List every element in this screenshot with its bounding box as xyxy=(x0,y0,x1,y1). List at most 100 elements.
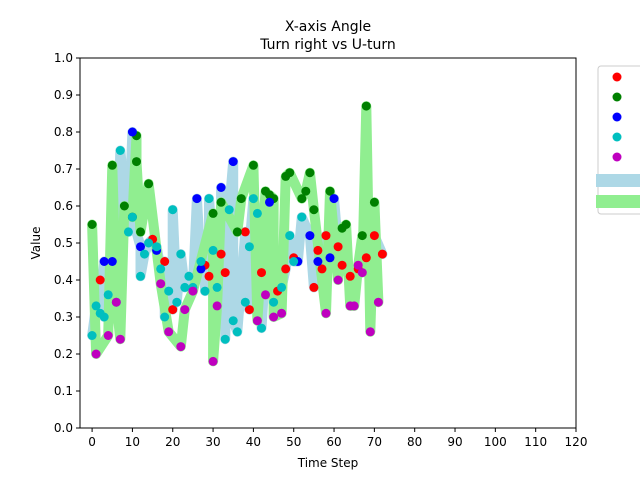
data-point xyxy=(297,212,307,222)
data-point xyxy=(261,290,270,300)
data-point xyxy=(369,197,379,207)
data-point xyxy=(228,157,238,167)
data-point xyxy=(236,194,246,204)
legend-items xyxy=(596,72,640,208)
data-point xyxy=(240,297,250,307)
legend-marker-1 xyxy=(612,92,622,102)
y-tick-label: 0.2 xyxy=(54,347,73,361)
x-tick-label: 70 xyxy=(367,435,382,449)
data-point xyxy=(357,268,367,278)
data-point xyxy=(127,212,137,222)
data-point xyxy=(341,220,351,229)
x-tick-label: 80 xyxy=(407,435,422,449)
x-axis: 0 10 20 30 40 50 60 70 80 90 100 110 120 xyxy=(88,428,587,449)
data-point xyxy=(325,186,335,196)
data-point xyxy=(216,249,226,259)
data-point xyxy=(204,194,214,204)
data-point xyxy=(216,197,226,207)
data-point xyxy=(111,297,121,307)
data-point xyxy=(127,127,137,137)
data-point xyxy=(357,231,367,241)
data-point xyxy=(208,245,218,255)
data-point xyxy=(91,349,101,359)
data-point xyxy=(212,301,222,311)
data-point xyxy=(220,334,230,344)
data-point xyxy=(95,275,105,285)
data-point xyxy=(196,257,206,266)
data-point xyxy=(269,297,279,307)
data-point xyxy=(107,257,117,266)
data-point xyxy=(152,242,162,252)
chart-title: X-axis Angle xyxy=(285,19,371,35)
series-1-points xyxy=(87,101,379,241)
data-point xyxy=(232,227,242,237)
data-point xyxy=(277,282,287,292)
data-point xyxy=(349,301,359,311)
data-point xyxy=(305,168,315,178)
data-point xyxy=(297,194,307,204)
data-point xyxy=(333,275,343,285)
data-point xyxy=(216,183,226,192)
data-point xyxy=(305,231,315,241)
data-point xyxy=(228,316,238,326)
data-point xyxy=(200,286,210,296)
data-point xyxy=(123,227,133,237)
legend-band-0 xyxy=(596,174,640,187)
y-tick-label: 1.0 xyxy=(54,51,73,65)
data-point xyxy=(136,227,145,237)
data-point xyxy=(277,308,287,318)
y-tick-label: 0.8 xyxy=(54,125,73,139)
data-point xyxy=(168,205,178,215)
legend-marker-4 xyxy=(612,152,622,162)
legend-band-1 xyxy=(596,195,640,208)
data-point xyxy=(248,160,258,170)
data-point xyxy=(192,194,202,204)
data-point xyxy=(208,356,218,366)
data-point xyxy=(265,197,274,207)
data-point xyxy=(196,264,206,274)
data-point xyxy=(257,323,266,333)
data-point xyxy=(172,297,182,307)
x-tick-label: 50 xyxy=(286,435,301,449)
data-point xyxy=(180,305,190,315)
legend-marker-3 xyxy=(612,132,622,142)
x-tick-label: 40 xyxy=(246,435,261,449)
data-point xyxy=(252,316,262,326)
series-3-points xyxy=(87,146,307,344)
y-tick-label: 0.5 xyxy=(54,236,73,250)
data-point xyxy=(103,290,113,300)
data-point xyxy=(176,249,186,259)
data-point xyxy=(373,297,383,307)
x-tick-label: 90 xyxy=(447,435,462,449)
data-point xyxy=(281,264,291,274)
data-point xyxy=(333,242,343,252)
data-point xyxy=(301,186,311,196)
data-point xyxy=(369,231,379,241)
data-point xyxy=(321,308,331,318)
data-point xyxy=(188,286,198,296)
data-point xyxy=(91,301,101,311)
x-tick-label: 100 xyxy=(484,435,507,449)
data-point xyxy=(345,271,355,281)
data-point xyxy=(168,305,178,315)
data-point xyxy=(257,268,266,278)
data-point xyxy=(325,253,335,263)
data-point xyxy=(132,157,141,167)
y-tick-label: 0.7 xyxy=(54,162,73,176)
data-point xyxy=(119,201,129,211)
data-point xyxy=(136,271,145,281)
y-tick-label: 0.1 xyxy=(54,384,73,398)
data-point xyxy=(285,168,295,178)
data-point xyxy=(329,194,339,204)
data-point xyxy=(353,260,363,270)
points-layer xyxy=(87,101,387,366)
data-point xyxy=(337,260,347,270)
data-point xyxy=(244,242,254,252)
data-point xyxy=(144,179,154,189)
x-tick-label: 120 xyxy=(565,435,588,449)
data-point xyxy=(107,160,117,170)
data-point xyxy=(115,146,125,155)
x-tick-label: 60 xyxy=(326,435,341,449)
x-tick-label: 10 xyxy=(125,435,140,449)
